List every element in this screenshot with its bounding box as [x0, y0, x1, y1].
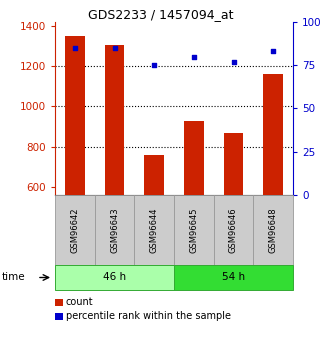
- Text: GSM96643: GSM96643: [110, 207, 119, 253]
- Point: [72, 45, 77, 51]
- Point: [112, 45, 117, 51]
- Text: percentile rank within the sample: percentile rank within the sample: [66, 311, 231, 321]
- Text: GSM96644: GSM96644: [150, 207, 159, 253]
- Text: count: count: [66, 297, 94, 307]
- Bar: [105, 45, 125, 195]
- Text: 54 h: 54 h: [222, 273, 245, 283]
- Text: GDS2233 / 1457094_at: GDS2233 / 1457094_at: [88, 8, 233, 21]
- Text: GSM96645: GSM96645: [189, 207, 198, 253]
- Text: GSM96646: GSM96646: [229, 207, 238, 253]
- Point: [271, 49, 276, 54]
- Bar: [184, 120, 204, 195]
- Bar: [263, 74, 283, 195]
- Text: GSM96642: GSM96642: [70, 207, 79, 253]
- Bar: [224, 133, 243, 195]
- Point: [191, 54, 196, 59]
- Point: [152, 62, 157, 68]
- Bar: [144, 155, 164, 195]
- Text: 46 h: 46 h: [103, 273, 126, 283]
- Text: GSM96648: GSM96648: [269, 207, 278, 253]
- Bar: [65, 36, 85, 195]
- Text: time: time: [2, 273, 25, 283]
- Point: [231, 59, 236, 65]
